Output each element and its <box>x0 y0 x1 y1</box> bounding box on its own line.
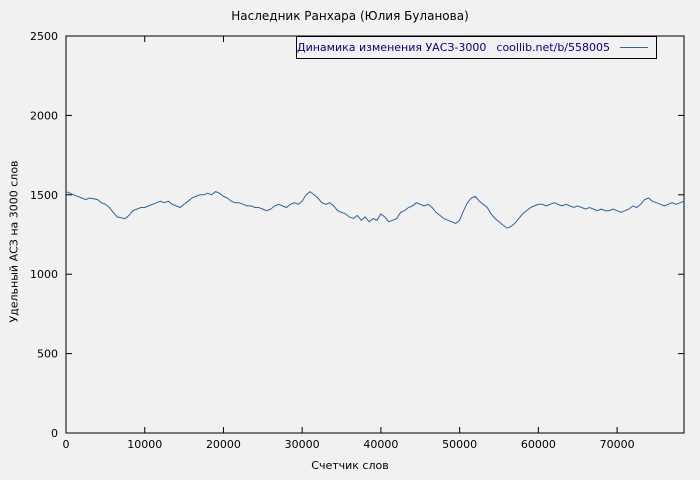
legend-line-sample-icon <box>620 47 648 48</box>
y-tick-label: 1500 <box>30 189 58 202</box>
y-tick-label: 2500 <box>30 30 58 43</box>
legend-series-label: Динамика изменения УАСЗ-3000 <box>297 41 487 54</box>
x-axis-label: Счетчик слов <box>311 459 389 472</box>
x-tick-label: 60000 <box>521 438 556 451</box>
y-tick-label: 1000 <box>30 268 58 281</box>
chart-title: Наследник Ранхара (Юлия Буланова) <box>231 9 469 23</box>
legend-url: coollib.net/b/558005 <box>496 41 610 54</box>
x-tick-label: 50000 <box>442 438 477 451</box>
x-tick-label: 20000 <box>206 438 241 451</box>
y-tick-label: 2000 <box>30 109 58 122</box>
x-tick-label: 10000 <box>127 438 162 451</box>
x-tick-label: 40000 <box>363 438 398 451</box>
x-tick-label: 70000 <box>600 438 635 451</box>
y-axis-label: Удельный АСЗ на 3000 слов <box>7 160 21 323</box>
x-tick-label: 0 <box>63 438 70 451</box>
series-line <box>65 190 685 229</box>
legend-box: Динамика изменения УАСЗ-3000 coollib.net… <box>296 36 657 59</box>
plot-border <box>65 35 685 434</box>
y-tick-label: 0 <box>51 427 58 440</box>
x-tick-label: 30000 <box>285 438 320 451</box>
y-tick-label: 500 <box>37 348 58 361</box>
